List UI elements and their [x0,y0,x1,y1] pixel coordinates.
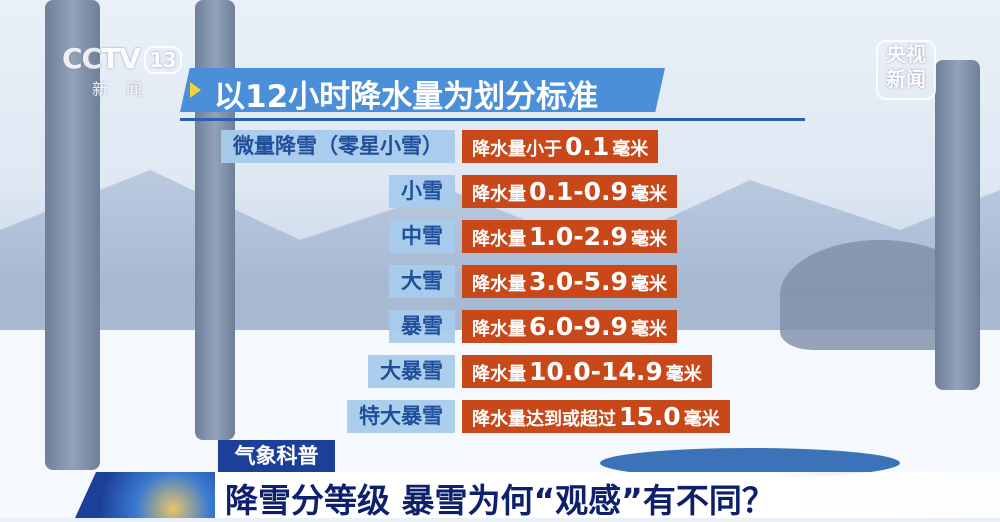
range-unit: 毫米 [665,364,702,385]
background-tree [935,60,980,390]
category-tag: 气象科普 [218,440,335,472]
logo-brand: CCTV [62,42,141,75]
triangle-icon [190,82,201,98]
range-value: 6.0-9.9 [529,312,628,341]
logo-sub: 新闻 [92,80,161,99]
snow-grade-label: 大雪 [389,265,455,298]
range-unit: 毫米 [630,229,667,250]
snow-grade-label: 暴雪 [389,310,455,343]
cctv13-logo: CCTV 13 新闻 [62,42,182,99]
precipitation-range: 降水量小于 0.1 毫米 [462,130,659,163]
range-prefix: 降水量小于 [472,139,562,160]
snow-grade-label: 中雪 [389,220,455,253]
precipitation-range: 降水量 6.0-9.9 毫米 [462,310,677,343]
range-prefix: 降水量 [472,364,526,385]
snow-grade-label: 微量降雪（零星小雪） [221,130,455,163]
infographic-title: 以12小时降水量为划分标准 [214,79,599,115]
background-tree [45,0,100,470]
infographic-title-bar: 以12小时降水量为划分标准 [180,68,665,112]
range-unit: 毫米 [612,139,649,160]
precipitation-range: 降水量 3.0-5.9 毫米 [462,265,677,298]
range-unit: 毫米 [630,274,667,295]
snow-grade-label: 特大暴雪 [347,400,455,433]
table-row: 中雪 降水量 1.0-2.9 毫米 [0,220,1000,253]
cctv-news-corner-logo: 央视 新闻 [876,40,936,100]
table-row: 大雪 降水量 3.0-5.9 毫米 [0,265,1000,298]
globe-graphic [75,472,215,518]
precipitation-range: 降水量 0.1-0.9 毫米 [462,175,677,208]
snow-grade-label: 大暴雪 [368,355,455,388]
range-value: 10.0-14.9 [529,357,663,386]
range-prefix: 降水量达到或超过 [472,409,616,430]
range-prefix: 降水量 [472,184,526,205]
range-unit: 毫米 [630,184,667,205]
range-value: 3.0-5.9 [529,267,628,296]
range-value: 0.1-0.9 [529,177,628,206]
precipitation-range: 降水量达到或超过 15.0 毫米 [462,400,730,433]
range-prefix: 降水量 [472,229,526,250]
logo-channel: 13 [143,46,182,74]
table-row: 微量降雪（零星小雪） 降水量小于 0.1 毫米 [0,130,1000,163]
table-row: 小雪 降水量 0.1-0.9 毫米 [0,175,1000,208]
table-row: 大暴雪 降水量 10.0-14.9 毫米 [0,355,1000,388]
range-prefix: 降水量 [472,319,526,340]
corner-logo-line1: 央视 [886,42,926,66]
range-value: 1.0-2.9 [529,222,628,251]
range-unit: 毫米 [683,409,720,430]
headline-banner: 降雪分等级 暴雪为何“观感”有不同？ [215,472,1000,520]
range-unit: 毫米 [630,319,667,340]
headline-text: 降雪分等级 暴雪为何“观感”有不同？ [225,481,775,520]
range-value: 15.0 [619,402,681,431]
range-prefix: 降水量 [472,274,526,295]
range-value: 0.1 [565,132,610,161]
snow-grade-label: 小雪 [389,175,455,208]
corner-logo-line2: 新闻 [886,67,926,91]
title-divider [180,118,805,121]
precipitation-range: 降水量 1.0-2.9 毫米 [462,220,677,253]
precipitation-range: 降水量 10.0-14.9 毫米 [462,355,712,388]
table-row: 暴雪 降水量 6.0-9.9 毫米 [0,310,1000,343]
table-row: 特大暴雪 降水量达到或超过 15.0 毫米 [0,400,1000,433]
